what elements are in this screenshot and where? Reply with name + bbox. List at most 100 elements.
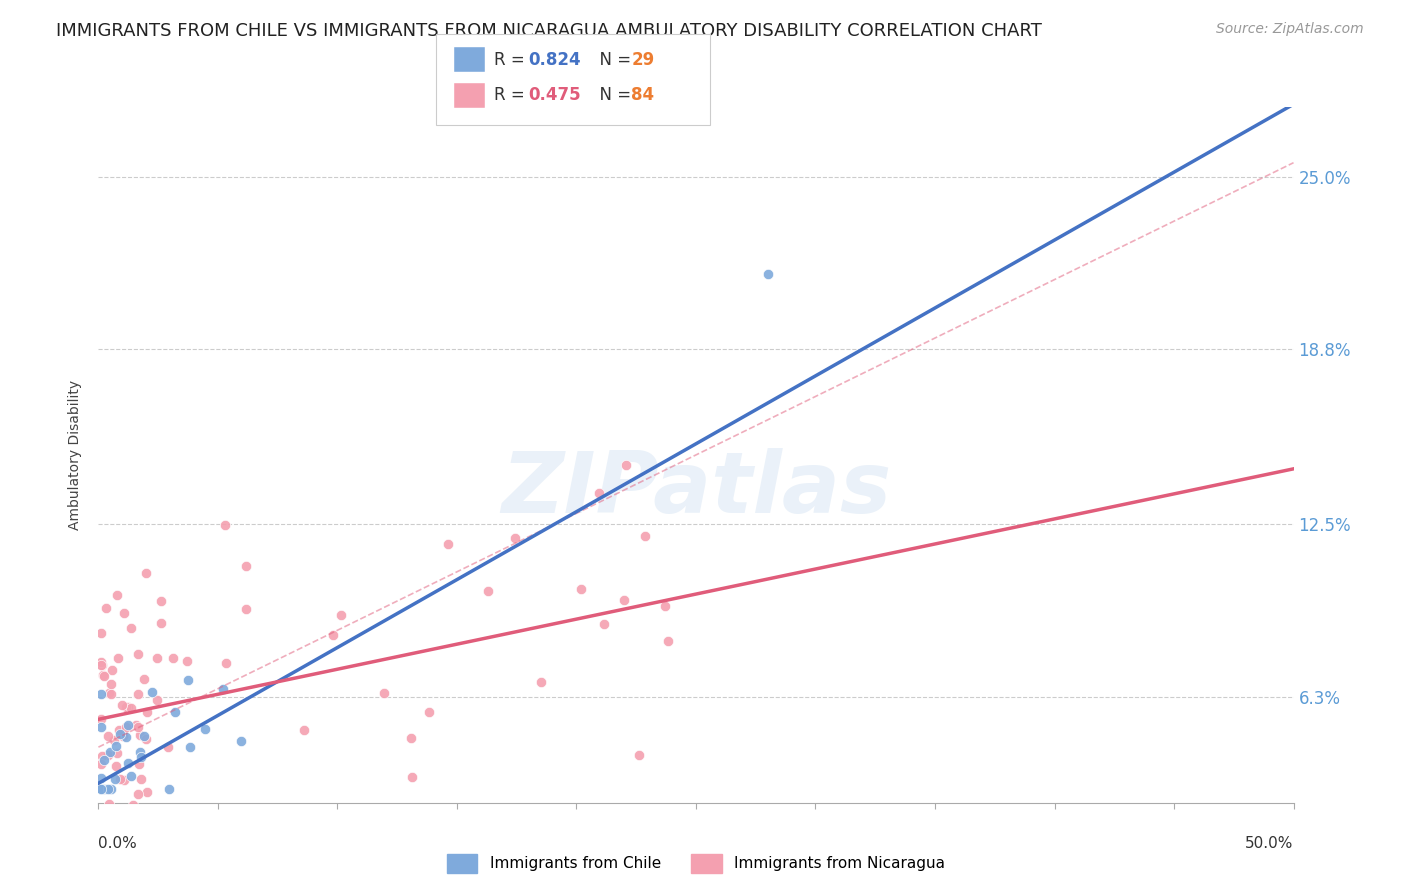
Point (125, 718, 148, 732)
Legend: Immigrants from Chile, Immigrants from Nicaragua: Immigrants from Chile, Immigrants from N… (440, 847, 952, 879)
Point (160, 838, 183, 852)
Point (215, 656, 238, 670)
Point (401, 770, 423, 784)
Point (112, 730, 135, 744)
Point (121, 838, 143, 852)
Point (120, 700, 142, 714)
Point (98, 746, 121, 760)
Text: R =: R = (494, 87, 530, 104)
Text: 0.824: 0.824 (529, 51, 581, 69)
Point (91, 667, 114, 681)
Point (112, 606, 135, 620)
Point (588, 485, 610, 500)
Text: ZIPatlas: ZIPatlas (501, 448, 891, 532)
Point (330, 607, 353, 622)
Point (120, 621, 142, 635)
Point (162, 650, 184, 665)
Point (135, 566, 157, 580)
Point (90, 720, 112, 734)
Point (756, 267, 779, 281)
Point (112, 772, 135, 787)
Point (165, 705, 187, 719)
Point (136, 785, 159, 799)
Point (115, 699, 138, 714)
Text: Source: ZipAtlas.com: Source: ZipAtlas.com (1216, 22, 1364, 37)
Point (157, 739, 180, 754)
Point (127, 687, 149, 701)
Point (127, 647, 149, 661)
Point (129, 749, 152, 764)
Point (176, 653, 198, 667)
Point (127, 720, 149, 734)
Point (100, 677, 122, 691)
Point (146, 651, 169, 665)
Point (93, 781, 115, 796)
Point (592, 617, 614, 632)
Point (654, 599, 676, 613)
Point (132, 672, 155, 686)
Point (105, 739, 128, 754)
Text: N =: N = (589, 51, 637, 69)
Point (90, 687, 112, 701)
Text: IMMIGRANTS FROM CHILE VS IMMIGRANTS FROM NICARAGUA AMBULATORY DISABILITY CORRELA: IMMIGRANTS FROM CHILE VS IMMIGRANTS FROM… (56, 22, 1042, 40)
Point (128, 757, 150, 772)
Point (231, 734, 253, 748)
Point (214, 517, 236, 532)
Point (107, 650, 129, 665)
Point (115, 720, 138, 734)
Point (117, 700, 139, 714)
Point (613, 592, 636, 607)
Point (150, 615, 173, 630)
Point (111, 698, 134, 713)
Point (614, 458, 637, 472)
Point (90, 748, 112, 763)
Point (90, 807, 112, 822)
Point (179, 739, 201, 754)
Point (101, 663, 124, 677)
Point (150, 594, 173, 608)
Point (129, 746, 152, 760)
Point (418, 705, 440, 719)
Point (177, 673, 200, 687)
Point (97, 729, 120, 743)
Point (90, 626, 112, 640)
Point (90, 713, 112, 727)
Point (127, 787, 149, 801)
Point (117, 756, 139, 770)
Point (211, 681, 233, 696)
Point (107, 810, 129, 824)
Point (90, 657, 112, 672)
Point (503, 531, 526, 545)
Point (136, 705, 159, 719)
Point (129, 772, 152, 787)
Point (235, 558, 257, 573)
Point (103, 733, 125, 747)
Point (98, 797, 121, 812)
Point (292, 723, 315, 737)
Point (135, 731, 157, 746)
Point (90, 655, 112, 669)
Text: 50.0%: 50.0% (1246, 836, 1294, 851)
Point (97, 781, 120, 796)
Point (100, 686, 122, 700)
Point (108, 772, 131, 787)
Point (194, 722, 217, 736)
Point (96, 601, 118, 615)
Point (93, 838, 115, 852)
Point (530, 675, 553, 690)
Point (104, 772, 127, 786)
Point (129, 728, 152, 742)
Point (120, 769, 142, 783)
Text: 29: 29 (631, 51, 655, 69)
Point (90, 756, 112, 771)
Y-axis label: Ambulatory Disability: Ambulatory Disability (69, 380, 83, 530)
Point (121, 797, 143, 812)
Point (90, 781, 112, 796)
Text: 84: 84 (631, 87, 654, 104)
Point (90, 771, 112, 785)
Text: N =: N = (589, 87, 637, 104)
Point (105, 758, 128, 772)
Point (97, 685, 120, 699)
Point (657, 634, 679, 648)
Point (399, 731, 422, 745)
